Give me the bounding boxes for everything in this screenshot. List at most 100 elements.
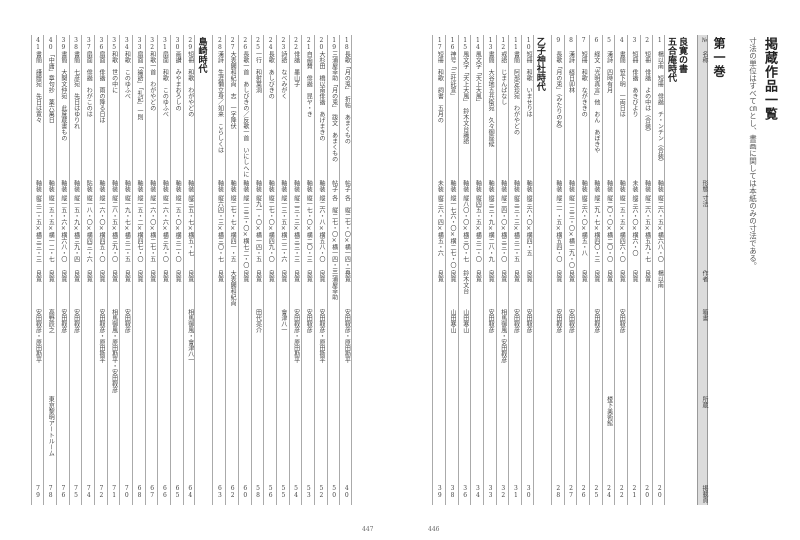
cell-box: 安田靫彦・原田勘平 [292,309,300,363]
header-author: 作者 [701,270,708,282]
cell-format: 軸装 [123,180,131,192]
cell-size: 縦三三・三×横三二・五 [512,195,520,262]
cell-title: 和歌 このゆふべ [123,51,131,99]
cell-page: 63 [216,485,224,499]
cell-size: 縦一八・〇×横四三・六 [85,195,93,262]
table-header: № 名称 形態 寸法 作者 箱書 所蔵 掲載頁 [697,35,708,505]
cell-page: 60 [241,485,249,499]
cell-box: 相馬御風・安田靫彦 [499,309,507,363]
cell-page: 71 [110,485,118,499]
section-heading: 島崎時代 [195,35,206,505]
cell-no: 30 [174,37,182,51]
page-number-right: 446 [428,526,440,533]
cell-page: 53 [305,485,313,499]
cell-no: 22 [292,37,300,51]
cell-box: 安田靫彦 [487,309,495,333]
cell-format: 軸装 [525,180,533,192]
header-page: 掲載頁 [701,485,708,503]
catalog-note: 寸法の単位はすべて㎝とし、書画に関しては本紙のみの寸法である。 [748,37,758,270]
cell-size: 縦六四・三×横三〇・七 [216,195,224,262]
cell-size: 縦二六・五×横五九・七 [643,195,651,262]
table-row: 24 長歌 あしびきの 軸装 縦二七・〇×横四九・〇 良寛 56 [263,35,276,505]
header-no: № [701,37,708,44]
cell-author: 良寛 [292,270,300,282]
table-row: 25 一行 和射葉洞 軸装 縦九一・〇×横一四・五 良寛 田代亮介 58 [250,35,264,505]
cell-author: 良寛 [85,270,93,282]
cell-title: 扇面「論語」「礼記」一則 [136,51,143,120]
cell-size: 縦三二・五×横三三・三 [34,195,42,262]
cell-no: 31 [161,37,169,51]
section-gap [206,35,212,505]
cell-no: 11 [512,37,520,51]
table-row: 40 「中庸」章句抄 薬六萬日 軸装 縦一五・五×横一二・七 良寛 高野辰之 東京黎明アート… [43,35,56,505]
table-row: 34 和歌 このゆふべ 軸装 縦一九・七×横三二・五 良寛 安田靫彦 70 [119,35,132,505]
cell-author: 良寛 [279,270,287,282]
cell-box: 安田靫彦 [592,309,600,333]
cell-title: 短冊 和歌 ながききの [580,51,588,117]
section-heading-line: 五合庵時代 [666,37,676,82]
cell-page: 66 [161,485,169,499]
cell-author: 良寛 [567,270,575,282]
table-row: 35 和歌 世の中に 軸装 縦二八・五×横三九・〇 良寛 相馬御風・原田勘平・安田靫彦 71 [106,35,120,505]
volume-title: 第一巻 [712,37,726,79]
cell-box: 山田寒山 [449,309,456,333]
cell-box: 安田靫彦 [59,309,67,333]
cell-no: 10 [525,37,533,51]
cell-format: 軸装 [292,180,300,192]
cell-author: 良寛 [34,270,42,282]
cell-page: 52 [317,485,325,499]
table-row: 16 神号「三社託宣」 軸装 縦一七六・〇×横二七・〇 良寛 山田寒山 38 [445,35,458,505]
cell-box: 安田靫彦 [72,309,80,333]
cell-title: 俳諧 墨山子 [292,51,300,87]
cell-no: 32 [148,37,156,51]
cell-format: 帖子 [343,180,351,192]
cell-format: 貼装 [85,180,93,192]
cell-author: 良寛 [474,270,482,282]
cell-author: 良寛 [592,270,600,282]
cell-page: 58 [254,485,262,499]
cell-no: 14 [474,37,482,51]
cell-author: 楊以南 [656,270,664,288]
cell-page: 75 [72,485,80,499]
cell-author: 良寛 [525,270,533,282]
cell-author: 良寛 [186,270,194,282]
cell-size: 縦二八・五×横三九・〇 [110,195,118,262]
cell-format: 軸装 [267,180,275,192]
cell-format: 軸装 [254,180,262,192]
cell-title: 短冊 和歌 わがやどの [186,51,194,117]
header-size: 寸法 [701,195,708,207]
cell-page: 38 [449,485,456,499]
table-row: 15 風文字「天上大風」 鈴木文台識語 軸装 縦八〇・〇×横三〇・七 鈴木文台 山田寒山 3… [457,35,471,505]
cell-page: 30 [525,485,533,499]
cell-author: 良寛 [487,270,495,282]
cell-page: 78 [47,485,55,499]
cell-no: 17 [436,37,444,51]
table-row: 11 書簡 阿部定珍宛 わがやどの 軸装 縦三三・三×横三二・五 良寛 安田靫彦 31 [508,35,521,505]
cell-box: 安田靫彦 [618,309,626,333]
cell-page: 34 [474,485,482,499]
cell-format: 未装 [630,180,638,192]
cell-format: 軸装 [605,180,613,192]
table-row: 19 三浦屋幸助「月の兎」 跋文 あまくもの 帖子各 縦二七・〇×横一四・三 三浦屋幸… [326,35,340,505]
cell-size: 縦一五・二×横四七・〇 [136,195,143,262]
cell-format: 軸装 [72,180,80,192]
cell-author: 良寛 [72,270,80,282]
cell-title: 扇面 和歌 このゆふべ [161,51,169,117]
cell-page: 39 [436,485,444,499]
cell-title: 三浦屋幸助「月の兎」 跋文 あまくもの [330,51,338,162]
cell-author: 良寛 [267,270,275,282]
cell-box: 安田靫彦 [525,309,533,333]
table-row: 23 詩語 なべみがく 軸装 縦一三・五×横二二・六 良寛 會津八一 55 [275,35,289,505]
cell-page: 68 [136,485,143,499]
cell-size: 縦一九・七×横三二・五 [123,195,131,262]
right-page-table: № 名称 形態 寸法 作者 箱書 所蔵 掲載頁 良寛の書 五合庵時代 1 楊以南 短冊… [432,35,708,505]
cell-size: 縦一三・五×横二二・六 [279,195,287,262]
cell-format: 軸装 [580,180,588,192]
cell-page: 72 [97,485,105,499]
section-heading: 良寛の書 五合庵時代 [665,35,687,505]
cell-size: 縦八〇・〇×横三〇・七 [461,195,469,262]
cell-size: 縦一六・〇×横二七・五 [148,195,156,262]
cell-format: 軸装 [567,180,575,192]
cell-size: 縦四五・五×横三二・〇 [474,195,482,262]
cell-format: 軸装 [499,180,507,192]
